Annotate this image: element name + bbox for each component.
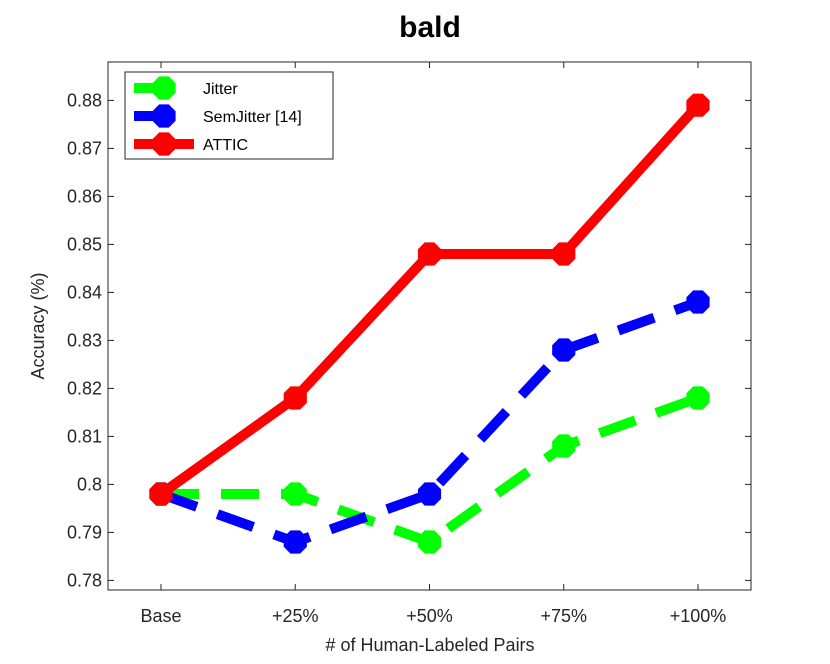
series-marker — [283, 482, 307, 506]
series-layer — [149, 93, 710, 554]
y-tick-label: 0.78 — [67, 570, 102, 590]
legend-marker — [152, 76, 176, 100]
chart-title: bald — [399, 11, 461, 44]
legend-label: ATTIC — [203, 137, 248, 154]
y-tick-label: 0.8 — [77, 474, 102, 494]
series-marker — [686, 93, 710, 117]
x-axis-label: # of Human-Labeled Pairs — [325, 635, 534, 655]
series-marker — [417, 242, 442, 266]
x-tick-label: +50% — [406, 606, 453, 626]
legend-marker — [152, 132, 176, 156]
series-marker — [686, 386, 710, 410]
y-tick-label: 0.82 — [67, 378, 102, 398]
legend-label: Jitter — [203, 81, 238, 98]
y-axis-ticks: 0.78 0.79 0.8 0.81 0.82 0.83 0.84 0.85 0.86 0.87 0… — [67, 90, 751, 590]
y-tick-label: 0.83 — [67, 330, 102, 350]
y-tick-label: 0.86 — [67, 186, 102, 206]
y-axis-label: Accuracy (%) — [28, 272, 48, 379]
series-marker — [417, 482, 442, 506]
y-tick-label: 0.84 — [67, 282, 102, 302]
y-tick-label: 0.79 — [67, 522, 102, 542]
y-tick-label: 0.87 — [67, 138, 102, 158]
x-tick-label: Base — [140, 606, 181, 626]
y-tick-label: 0.85 — [67, 234, 102, 254]
y-tick-label: 0.81 — [67, 426, 102, 446]
series-line-1 — [159, 297, 700, 547]
series-marker — [552, 338, 576, 362]
x-tick-label: +75% — [540, 606, 587, 626]
x-tick-label: +100% — [670, 606, 727, 626]
legend-label: SemJitter [14] — [203, 109, 302, 126]
y-tick-label: 0.88 — [67, 90, 102, 110]
x-tick-label: +25% — [272, 606, 319, 626]
series-marker — [686, 290, 710, 314]
series-marker — [149, 482, 173, 506]
series-marker — [552, 242, 576, 266]
series-marker — [283, 386, 307, 410]
legend: Jitter SemJitter [14] ATTIC — [124, 71, 334, 160]
x-axis-ticks: Base +25% +50% +75% +100% — [140, 62, 726, 626]
series-marker — [552, 434, 576, 458]
series-marker — [283, 530, 307, 554]
legend-marker — [152, 104, 176, 128]
series-marker — [417, 530, 442, 554]
